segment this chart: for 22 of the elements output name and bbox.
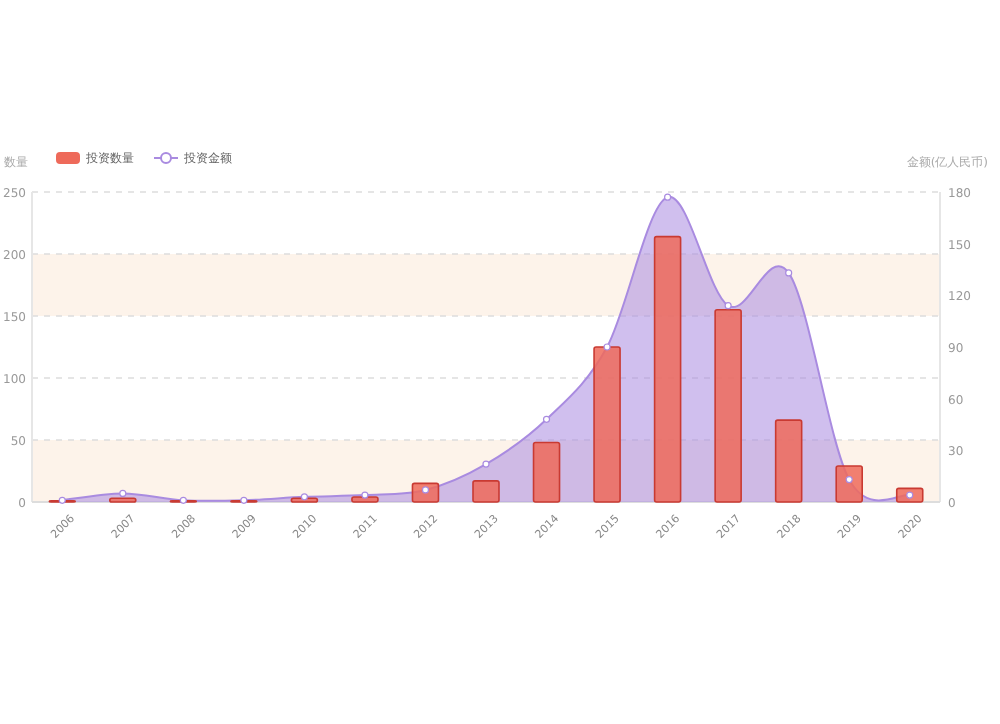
bar bbox=[774, 419, 803, 503]
bar bbox=[472, 480, 500, 503]
bar bbox=[593, 346, 621, 503]
point bbox=[664, 193, 672, 201]
point bbox=[361, 491, 369, 499]
bar bbox=[835, 465, 863, 503]
point bbox=[119, 489, 127, 497]
point bbox=[785, 269, 793, 277]
point bbox=[542, 415, 551, 423]
bar bbox=[351, 496, 379, 503]
point bbox=[179, 496, 187, 504]
point bbox=[58, 496, 66, 504]
bar bbox=[532, 441, 561, 503]
bar bbox=[714, 309, 742, 503]
point bbox=[482, 460, 490, 468]
bar bbox=[411, 482, 440, 503]
point bbox=[240, 496, 248, 504]
bar bbox=[653, 235, 682, 503]
point bbox=[300, 493, 308, 501]
point bbox=[603, 343, 611, 351]
point bbox=[724, 302, 732, 310]
point bbox=[845, 476, 853, 484]
